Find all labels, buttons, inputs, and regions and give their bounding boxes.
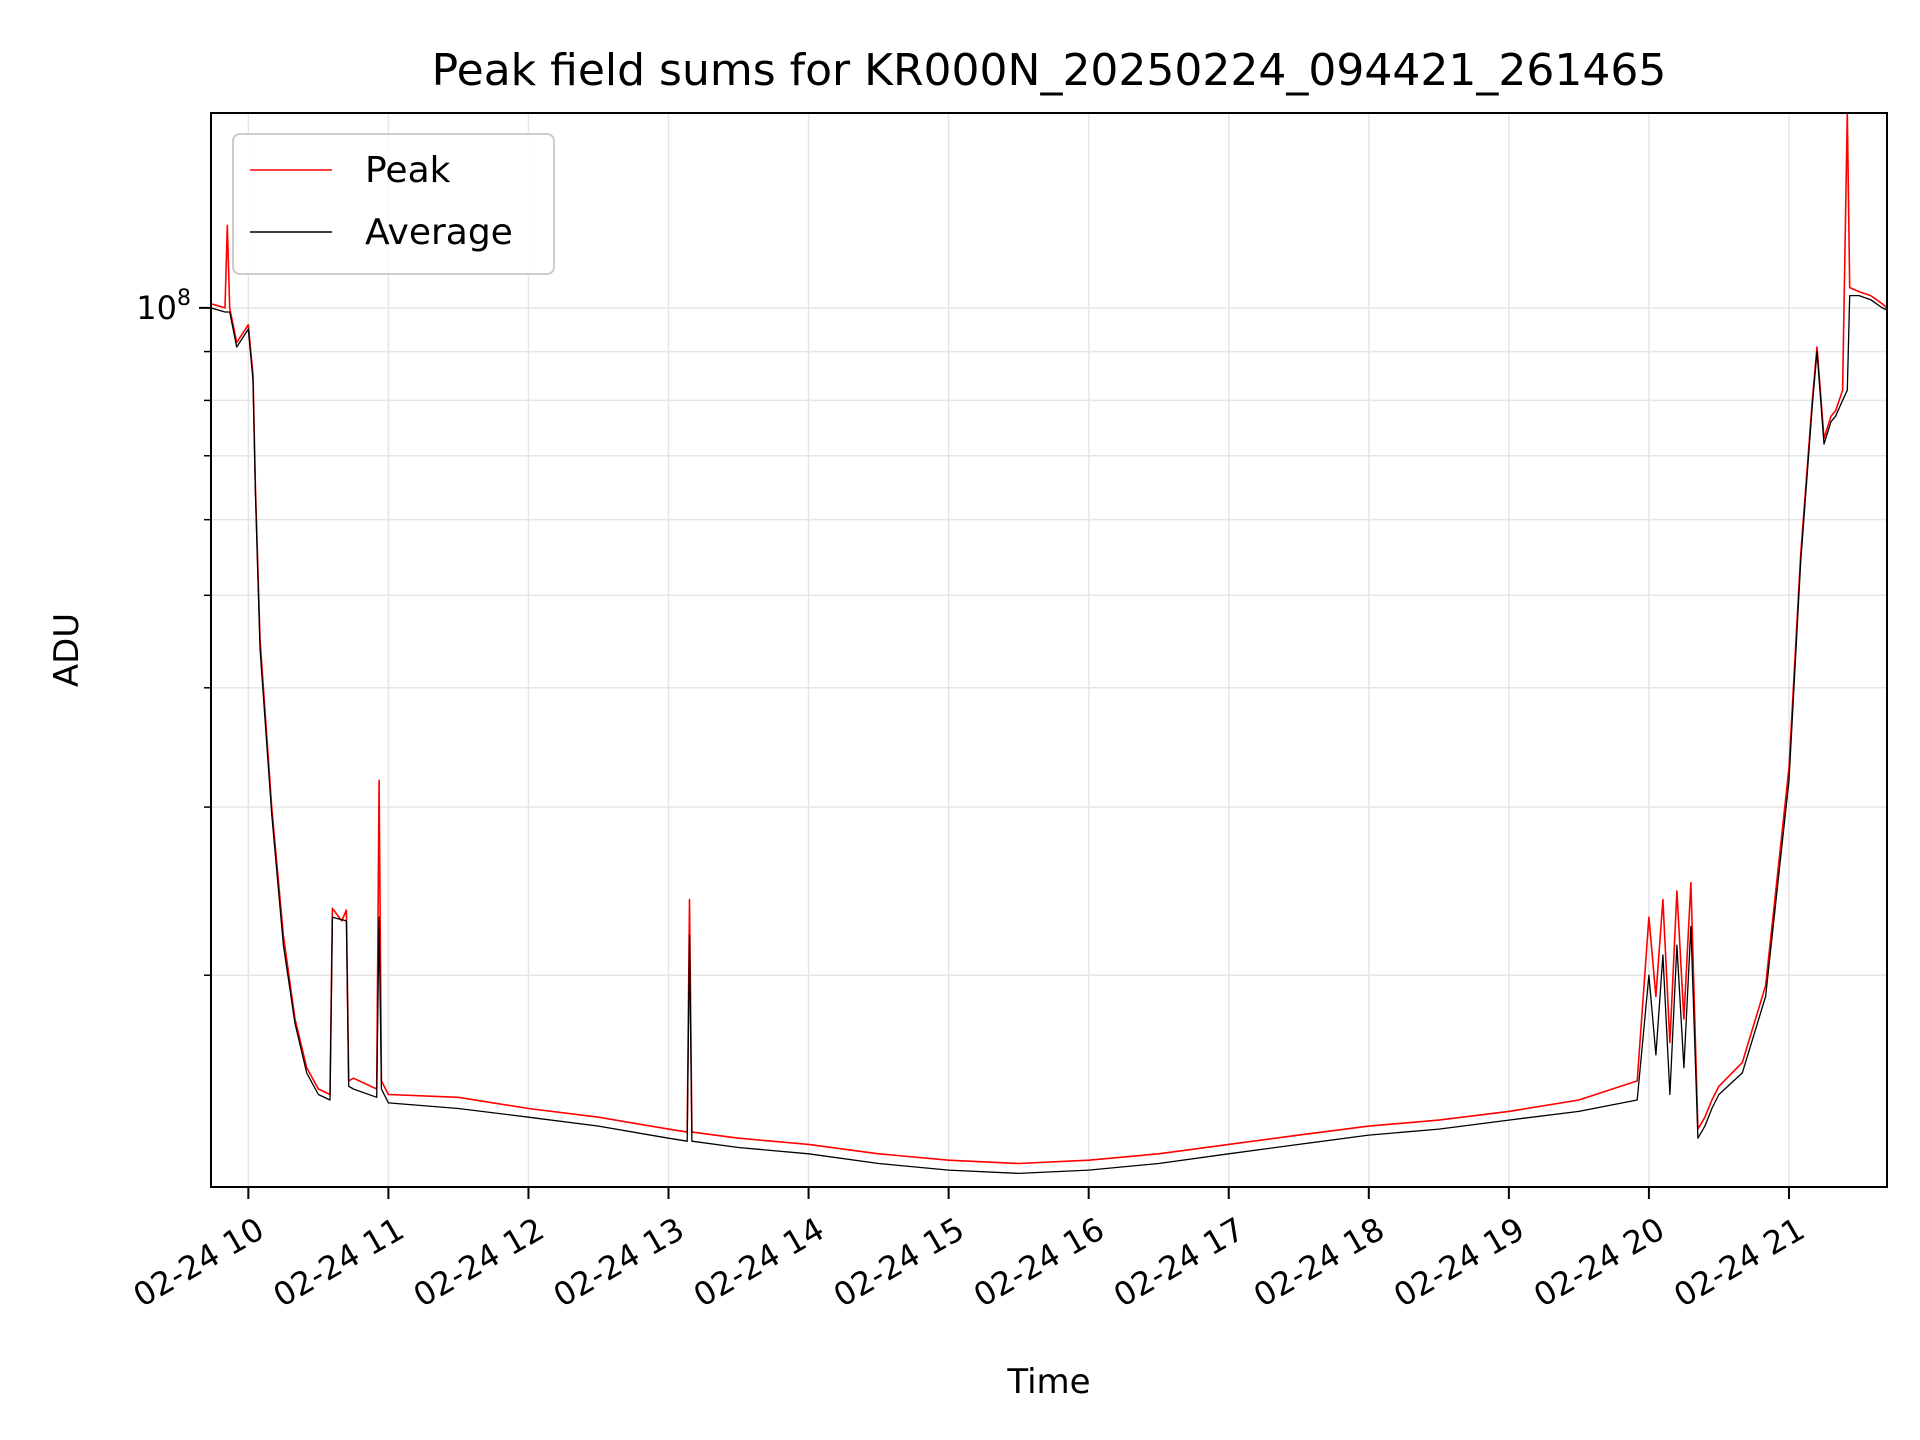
chart-title: Peak field sums for KR000N_20250224_0944… [432,45,1667,96]
legend-box [232,133,555,275]
legend-label-peak: Peak [365,150,451,191]
plot-frame [210,112,1888,1188]
plot-area [211,113,1887,1175]
legend: Peak Average [232,133,555,275]
y-tick-label: 108 [136,286,191,327]
legend-label-average: Average [365,212,513,253]
y-axis: 108 [136,286,211,976]
series-line-average [211,294,1887,1175]
y-axis-label: ADU [47,613,87,687]
x-axis-label: Time [1006,1362,1090,1402]
grid-lines [211,113,1887,1187]
